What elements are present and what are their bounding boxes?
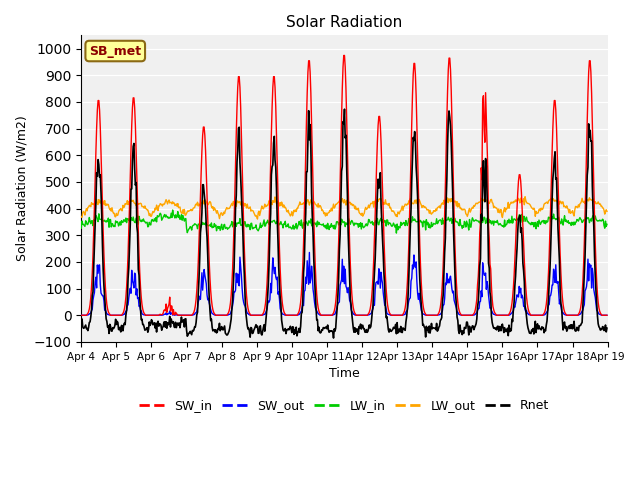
SW_out <box>305 250 313 255</box>
Line: SW_in: SW_in <box>81 56 607 315</box>
Line: SW_out: SW_out <box>81 252 607 315</box>
Rnet <box>77 324 85 329</box>
Line: LW_out: LW_out <box>81 197 607 219</box>
Line: LW_in: LW_in <box>81 210 607 233</box>
LW_out <box>603 208 611 214</box>
LW_in <box>77 225 85 231</box>
Rnet <box>425 330 433 336</box>
SW_in <box>603 312 611 318</box>
LW_out <box>77 214 85 220</box>
LW_in <box>87 221 95 227</box>
Text: SB_met: SB_met <box>89 45 141 58</box>
Rnet <box>195 291 202 297</box>
Rnet <box>410 134 417 140</box>
Rnet <box>141 327 148 333</box>
Rnet <box>603 325 611 331</box>
SW_in <box>195 259 202 265</box>
LW_out <box>253 216 261 222</box>
LW_in <box>195 221 203 227</box>
SW_in <box>77 312 85 318</box>
LW_out <box>424 207 431 213</box>
LW_out <box>222 206 230 212</box>
SW_in <box>141 312 148 317</box>
Rnet <box>340 106 348 112</box>
LW_out <box>141 203 148 209</box>
X-axis label: Time: Time <box>329 367 360 380</box>
SW_out <box>603 312 611 318</box>
SW_out <box>408 262 416 268</box>
SW_out <box>424 312 431 318</box>
Rnet <box>222 331 230 337</box>
Y-axis label: Solar Radiation (W/m2): Solar Radiation (W/m2) <box>15 116 28 262</box>
LW_in <box>603 221 611 227</box>
Rnet <box>87 314 95 320</box>
SW_out <box>195 299 202 305</box>
Title: Solar Radiation: Solar Radiation <box>286 15 403 30</box>
LW_in <box>410 217 417 223</box>
SW_in <box>87 295 95 300</box>
SW_out <box>222 312 230 318</box>
SW_out <box>141 312 148 318</box>
SW_in <box>408 93 416 98</box>
SW_in <box>222 312 230 318</box>
SW_in <box>424 312 431 318</box>
LW_out <box>195 203 202 209</box>
Legend: SW_in, SW_out, LW_in, LW_out, Rnet: SW_in, SW_out, LW_in, LW_out, Rnet <box>134 394 554 417</box>
LW_out <box>408 201 416 206</box>
SW_in <box>340 53 348 59</box>
LW_out <box>87 204 95 210</box>
LW_in <box>223 225 230 230</box>
SW_out <box>87 310 95 316</box>
Line: Rnet: Rnet <box>81 109 607 338</box>
Rnet <box>330 335 337 341</box>
LW_in <box>425 225 433 230</box>
LW_in <box>392 230 400 236</box>
LW_in <box>141 219 148 225</box>
SW_out <box>77 312 85 318</box>
LW_in <box>169 207 177 213</box>
LW_out <box>521 194 529 200</box>
